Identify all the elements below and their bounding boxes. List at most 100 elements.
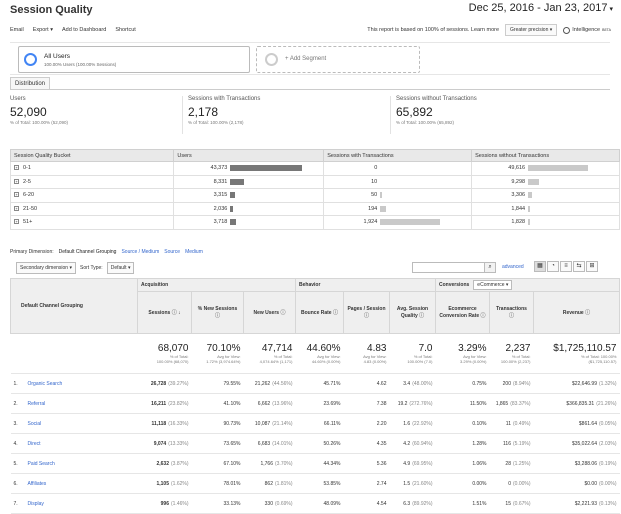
- column-header[interactable]: Session Quality Bucket: [9, 149, 175, 162]
- expand-icon[interactable]: +: [14, 178, 19, 184]
- help-icon: ⓘ: [214, 313, 220, 319]
- cell-value: 1,844: [511, 205, 526, 212]
- row-index: 3.: [10, 413, 25, 434]
- expand-icon[interactable]: +: [14, 219, 19, 225]
- conversions-label: Conversions: [439, 282, 470, 288]
- cell-value: 1.6: [403, 420, 411, 427]
- segment-all-users[interactable]: All Users 100.00% Users (100.00% Session…: [18, 46, 250, 73]
- dimension-source[interactable]: Source: [164, 249, 181, 255]
- total-value: 7.0: [418, 343, 433, 354]
- total-caption: Avg for View:: [463, 354, 487, 359]
- column-header-new-sessions[interactable]: % New Sessions ⓘ: [191, 291, 244, 334]
- export-button[interactable]: Export ▾: [33, 27, 53, 33]
- table-cell: 200 (8.94%): [489, 373, 534, 394]
- dimension-default-channel-grouping[interactable]: Default Channel Grouping: [58, 249, 117, 255]
- cell-content: 8,331: [177, 178, 320, 185]
- summary-sessions-with-transactions: Sessions with Transactions 2,178 % of To…: [188, 96, 260, 125]
- column-header-revenue[interactable]: Revenue ⓘ: [533, 291, 620, 334]
- bucket-label: 51+: [23, 219, 33, 226]
- column-header-sessions[interactable]: Sessions ⓘ ↓: [137, 291, 192, 334]
- date-range-picker[interactable]: Dec 25, 2016 - Jan 23, 2017 ▾: [469, 2, 613, 14]
- column-header-pages-session[interactable]: Pages / Session ⓘ: [343, 291, 390, 334]
- help-icon: ⓘ: [585, 310, 591, 316]
- table-cell: 15 (0.67%): [489, 493, 534, 514]
- dimension-column-header[interactable]: Default Channel Grouping: [10, 278, 138, 334]
- totals-cell: 70.10% Avg for View: 1.72% (3,974.64%): [191, 333, 244, 374]
- cell-percent: (44.56%): [272, 380, 293, 387]
- page-title: Session Quality: [10, 4, 93, 16]
- add-to-dashboard-button[interactable]: Add to Dashboard: [61, 27, 107, 33]
- column-header-bounce-rate[interactable]: Bounce Rate ⓘ: [295, 291, 344, 334]
- cell-content: 0: [327, 165, 468, 171]
- bucket-label: 6-20: [23, 192, 35, 199]
- totals-cell: 3.29% Avg for View: 3.29% (0.00%): [435, 333, 490, 374]
- column-header-new-users[interactable]: New Users ⓘ: [243, 291, 296, 334]
- cell-value: 0.10%: [472, 420, 487, 427]
- search-icon[interactable]: ⌕: [484, 263, 495, 272]
- intelligence-button[interactable]: Intelligence BETA: [563, 26, 611, 34]
- table-cell: 50: [323, 188, 473, 203]
- sort-type-select[interactable]: Default ▾: [106, 262, 135, 274]
- column-header-transactions[interactable]: Transactions ⓘ: [489, 291, 534, 334]
- dimension-medium[interactable]: Medium: [185, 249, 203, 255]
- channel-name-link[interactable]: Affiliates: [24, 473, 138, 494]
- data-table-view-icon[interactable]: ▦: [534, 261, 546, 272]
- secondary-dimension-select[interactable]: Secondary dimension ▾: [16, 262, 76, 274]
- performance-view-icon[interactable]: ≡: [560, 261, 572, 272]
- total-value: 47,714: [261, 343, 293, 354]
- table-cell: 79.55%: [191, 373, 244, 394]
- table-search-input[interactable]: ⌕: [412, 262, 496, 273]
- table-row: +21-50 2,036 194 1,844: [9, 201, 620, 216]
- value-bar: [230, 205, 234, 212]
- cell-percent: (0.67%): [512, 500, 531, 507]
- cell-value: 1.28%: [472, 440, 487, 447]
- expand-icon[interactable]: +: [14, 205, 19, 211]
- cell-value: $35,022.64: [571, 440, 597, 447]
- column-header-label: Ecommerce Conversion Rate: [439, 306, 480, 319]
- channel-name-link[interactable]: Display: [24, 493, 138, 514]
- add-segment-button[interactable]: + Add Segment: [256, 46, 420, 73]
- table-row: +51+ 3,718 1,924 1,828: [9, 215, 620, 230]
- conversions-group-header: Conversions eCommerce ▾: [435, 278, 620, 292]
- column-header-label: Pages / Session: [347, 306, 386, 312]
- conversion-type-select[interactable]: eCommerce ▾: [473, 280, 513, 290]
- table-cell: 73.65%: [191, 433, 244, 454]
- table-cell: 48.09%: [295, 493, 344, 514]
- email-button[interactable]: Email: [10, 27, 24, 33]
- value-bar: [380, 219, 441, 226]
- tab-distribution[interactable]: Distribution: [10, 77, 51, 90]
- column-header[interactable]: Users: [173, 149, 325, 162]
- shortcut-button[interactable]: Shortcut: [115, 27, 136, 33]
- cell-value: 44.34%: [323, 460, 341, 467]
- cell-value: 9,298: [511, 178, 526, 185]
- dimension-source-medium[interactable]: Source / Medium: [121, 249, 160, 255]
- bucket-cell: +2-5: [9, 174, 175, 189]
- channel-name-link[interactable]: Organic Search: [24, 373, 138, 394]
- expand-icon[interactable]: +: [14, 165, 19, 171]
- cell-percent: (22.92%): [412, 420, 433, 427]
- cell-value: 3,306: [511, 192, 526, 199]
- column-header-avg-session-quality[interactable]: Avg. Session Quality ⓘ: [389, 291, 436, 334]
- channel-name-link[interactable]: Social: [24, 413, 138, 434]
- row-index: 6.: [10, 473, 25, 494]
- pivot-view-icon[interactable]: ⊞: [586, 261, 598, 272]
- comparison-view-icon[interactable]: ⇆: [573, 261, 585, 272]
- chevron-down-icon: ▾: [609, 6, 613, 13]
- sampling-note[interactable]: This report is based on 100% of sessions…: [367, 27, 500, 33]
- expand-icon[interactable]: +: [14, 192, 19, 198]
- cell-content: 3,306: [475, 192, 616, 199]
- channel-name-link[interactable]: Referral: [24, 393, 138, 414]
- table-cell: 3,306: [471, 188, 620, 203]
- table-cell: 0.10%: [435, 413, 490, 434]
- precision-select[interactable]: Greater precision ▾: [505, 24, 558, 36]
- percentage-view-icon[interactable]: ◔: [547, 261, 559, 272]
- cell-value: 1,105: [156, 480, 169, 487]
- column-header[interactable]: Sessions without Transactions: [471, 149, 620, 162]
- channel-name-link[interactable]: Direct: [24, 433, 138, 454]
- advanced-filter-link[interactable]: advanced: [502, 264, 524, 270]
- column-header[interactable]: Sessions with Transactions: [323, 149, 473, 162]
- channel-name-link[interactable]: Paid Search: [24, 453, 138, 474]
- cell-value: 19.2: [397, 400, 408, 407]
- table-cell: 1,828: [471, 215, 620, 230]
- column-header-ecommerce-conversion-rate[interactable]: Ecommerce Conversion Rate ⓘ: [435, 291, 490, 334]
